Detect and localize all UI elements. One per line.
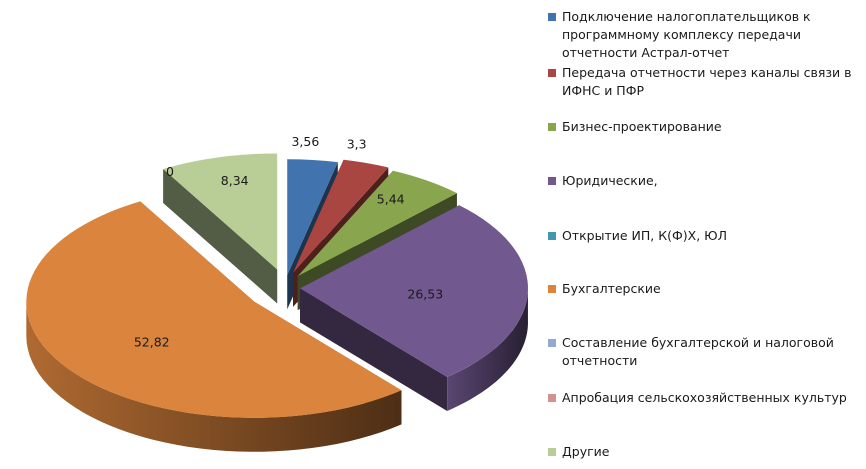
legend-swatch [548, 285, 556, 293]
legend-swatch [548, 394, 556, 402]
data-label: 52,82 [134, 335, 170, 350]
data-label: 8,34 [221, 173, 249, 188]
legend-swatch [548, 339, 556, 347]
legend-swatch [548, 13, 556, 21]
pie-slice-5 [26, 201, 402, 452]
pie-slice-rim [26, 302, 402, 452]
data-label: 0 [166, 164, 174, 179]
pie-slice-side [163, 169, 278, 304]
legend-label: Составление бухгалтерской и налоговой от… [562, 335, 834, 368]
legend-item: Подключение налогоплательщиков к програм… [548, 8, 860, 62]
legend-item: Передача отчетности через каналы связи в… [548, 64, 860, 100]
legend-item: Бизнес-проектирование [548, 118, 860, 136]
data-label: 3,56 [291, 134, 319, 149]
legend-label: Апробация сельскохозяйственных культур [562, 390, 847, 405]
pie-slice-side [299, 288, 448, 411]
legend-label: Подключение налогоплательщиков к програм… [562, 9, 811, 60]
legend-item: Бухгалтерские [548, 280, 860, 298]
legend-label: Бухгалтерские [562, 281, 661, 296]
legend-item: Юридические, [548, 172, 860, 190]
data-label: 5,44 [377, 191, 405, 206]
legend-swatch [548, 69, 556, 77]
data-label: 26,53 [407, 287, 443, 302]
legend-label: Открытие ИП, К(Ф)Х, ЮЛ [562, 228, 728, 243]
pie-slice-8 [163, 153, 278, 304]
legend-item: Составление бухгалтерской и налоговой от… [548, 334, 860, 370]
legend-label: Бизнес-проектирование [562, 119, 722, 134]
legend-item: Открытие ИП, К(Ф)Х, ЮЛ [548, 227, 860, 245]
legend-swatch [548, 123, 556, 131]
pie-slice-top [287, 159, 338, 276]
legend-label: Передача отчетности через каналы связи в… [562, 65, 852, 98]
pie-slice-top [293, 159, 389, 273]
data-label: 3,3 [347, 137, 367, 152]
pie-slice-top [297, 170, 457, 277]
legend-swatch [548, 448, 556, 456]
chart-legend: Подключение налогоплательщиков к програм… [548, 0, 866, 469]
pie-slice-rim [447, 286, 528, 411]
pie-slice-top [163, 153, 278, 270]
legend-swatch [548, 177, 556, 185]
legend-item: Апробация сельскохозяйственных культур [548, 389, 860, 407]
legend-swatch [548, 232, 556, 240]
legend-label: Юридические, [562, 173, 658, 188]
legend-label: Другие [562, 444, 610, 459]
pie-slice-top [299, 205, 528, 377]
pie-slice-3 [299, 205, 528, 411]
pie-slice-top [26, 201, 402, 418]
legend-item: Другие [548, 443, 860, 461]
